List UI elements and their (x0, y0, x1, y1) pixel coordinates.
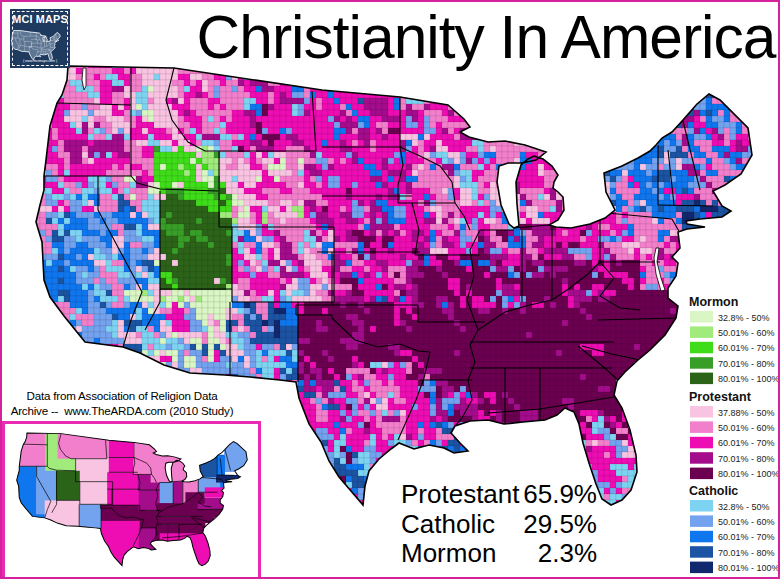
svg-text:60.01% - 70%: 60.01% - 70% (718, 438, 775, 448)
svg-text:50.01% - 60%: 50.01% - 60% (718, 423, 775, 433)
svg-text:60.01% - 70%: 60.01% - 70% (718, 532, 775, 542)
svg-text:32.8% - 50%: 32.8% - 50% (718, 313, 770, 323)
svg-text:70.01% - 80%: 70.01% - 80% (718, 359, 775, 369)
svg-text:Mormon: Mormon (689, 295, 738, 309)
svg-text:80.01% - 100%: 80.01% - 100% (718, 563, 780, 573)
svg-text:Catholic: Catholic (689, 484, 738, 498)
svg-text:Protestant: Protestant (689, 390, 752, 404)
svg-text:50.01% - 60%: 50.01% - 60% (718, 517, 775, 527)
svg-text:70.01% - 80%: 70.01% - 80% (718, 454, 775, 464)
svg-text:70.01% - 80%: 70.01% - 80% (718, 548, 775, 558)
svg-text:32.8% - 50%: 32.8% - 50% (718, 502, 770, 512)
svg-text:80.01% - 100%: 80.01% - 100% (718, 469, 780, 479)
svg-text:50.01% - 60%: 50.01% - 60% (718, 328, 775, 338)
svg-text:60.01% - 70%: 60.01% - 70% (718, 343, 775, 353)
svg-text:37.88% - 50%: 37.88% - 50% (718, 408, 775, 418)
svg-text:80.01% - 100%: 80.01% - 100% (718, 374, 780, 384)
